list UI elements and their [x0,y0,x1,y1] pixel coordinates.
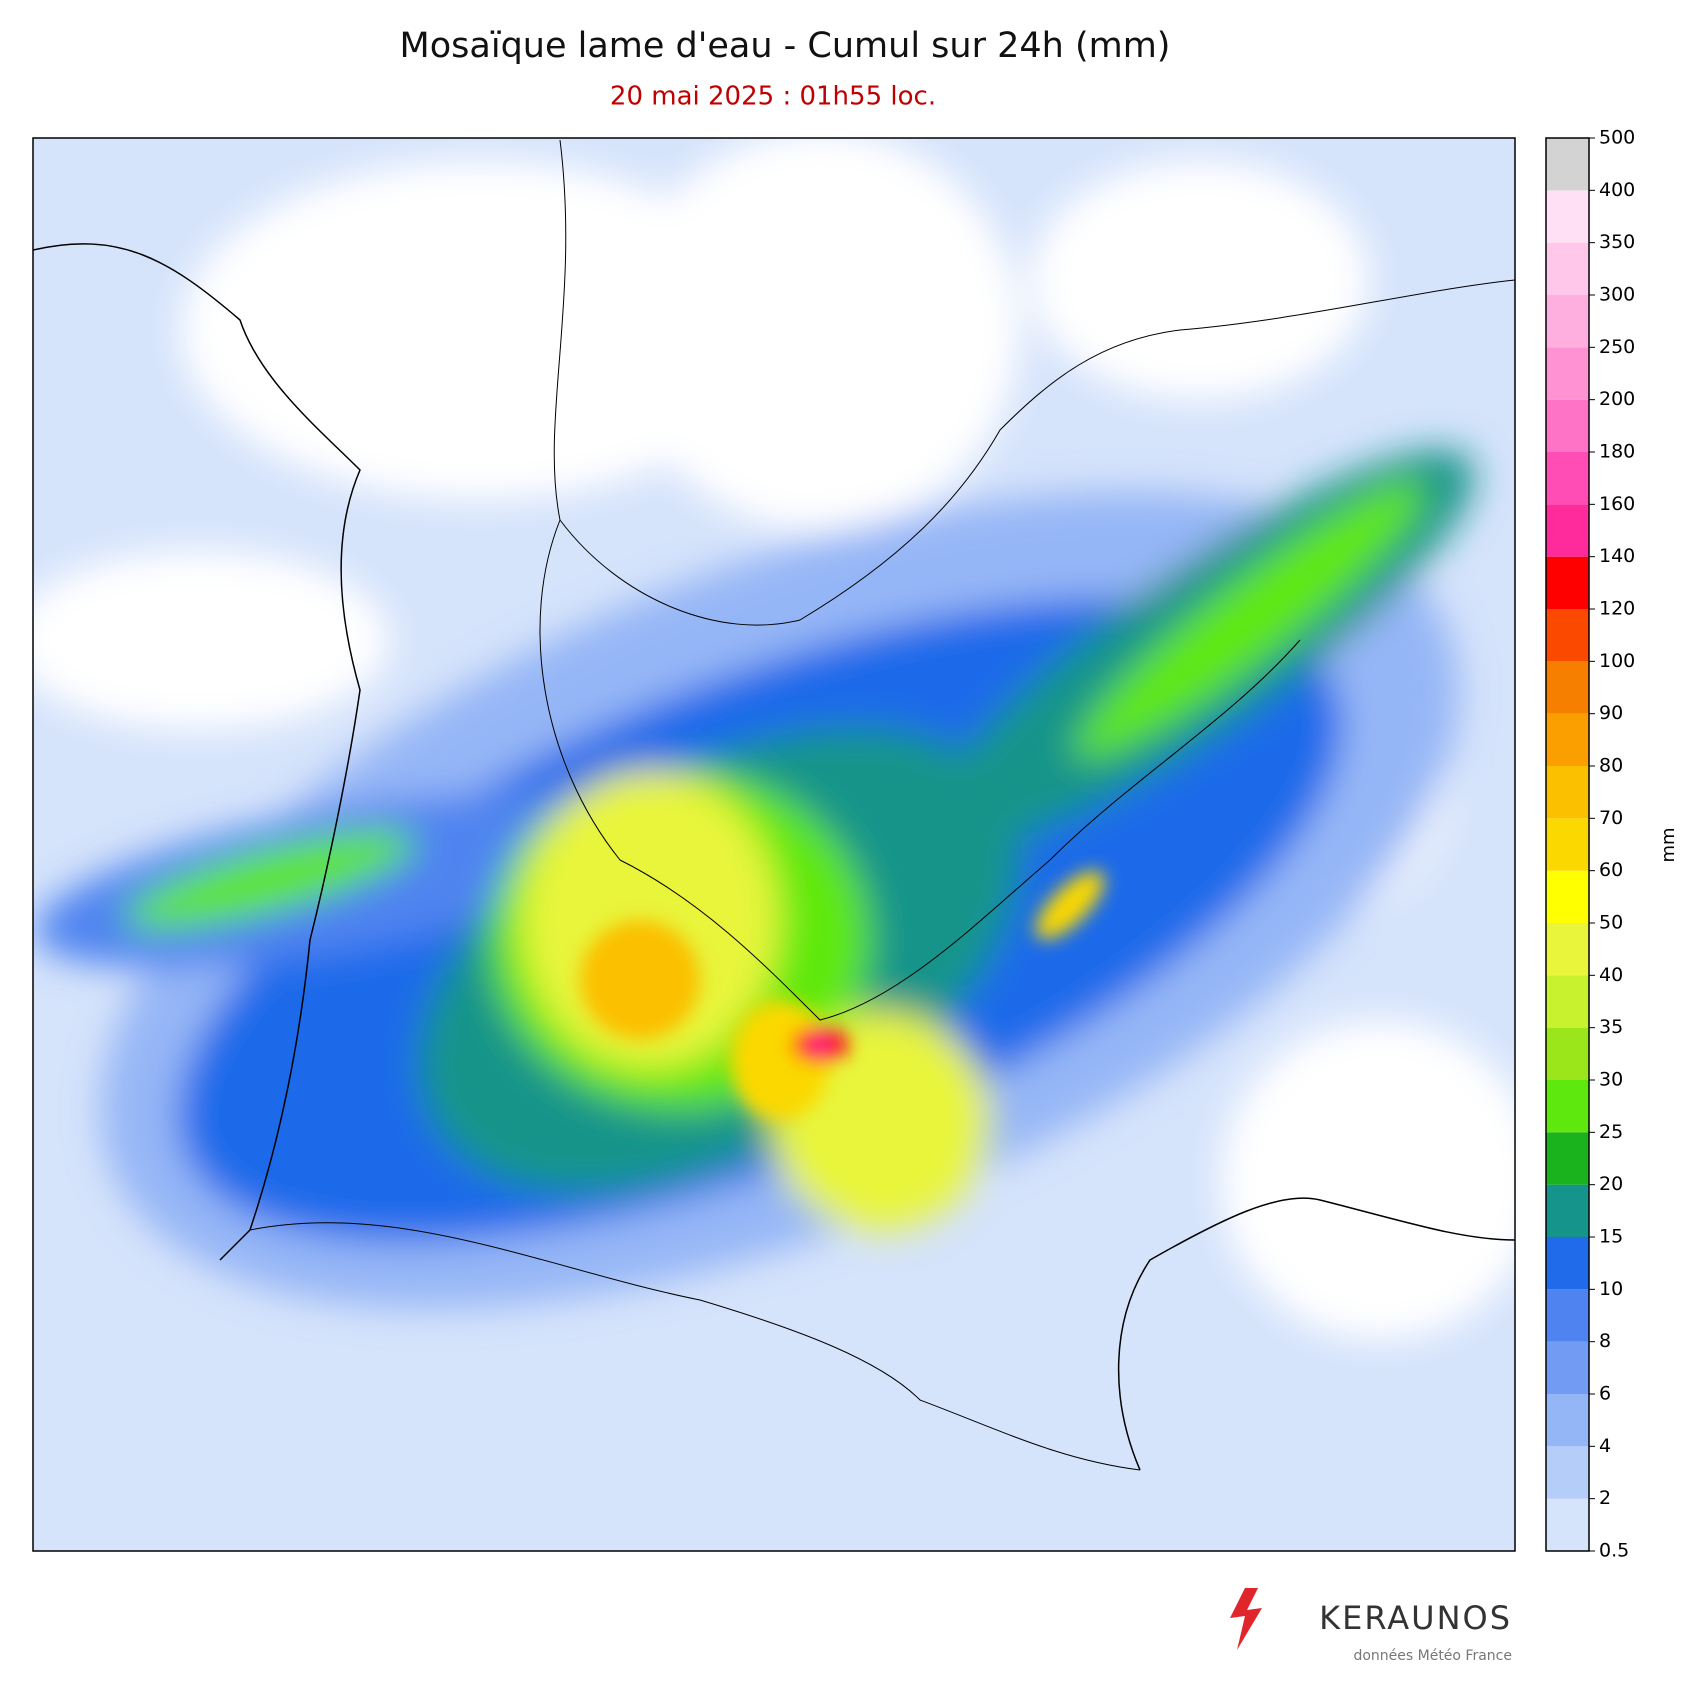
radar-map [33,138,1515,1551]
colorbar-tick-label: 400 [1599,179,1635,201]
colorbar-swatch [1546,138,1589,191]
colorbar-swatch [1546,1446,1589,1499]
colorbar-swatch [1546,1237,1589,1290]
credit: données Météo France [1353,1648,1512,1664]
colorbar-tick-label: 30 [1599,1069,1623,1091]
colorbar-tick-label: 100 [1599,650,1635,672]
colorbar-tick-label: 20 [1599,1173,1623,1195]
colorbar-swatch [1546,1341,1589,1394]
colorbar-tick-label: 90 [1599,702,1623,724]
colorbar-tick-label: 6 [1599,1383,1611,1405]
colorbar-tick-label: 160 [1599,493,1635,515]
colorbar-swatch [1546,1498,1589,1551]
colorbar-tick-label: 15 [1599,1226,1623,1248]
colorbar-tick-label: 35 [1599,1016,1623,1038]
colorbar-swatch [1546,609,1589,662]
title: Mosaïque lame d'eau - Cumul sur 24h (mm) [400,26,1171,66]
colorbar-tick-label: 140 [1599,545,1635,567]
colorbar-swatch [1546,766,1589,819]
brand-name: KERAUNOS [1319,1599,1512,1637]
colorbar-swatch [1546,295,1589,348]
colorbar-tick-label: 40 [1599,964,1623,986]
colorbar-swatch [1546,1132,1589,1185]
colorbar-swatch [1546,504,1589,557]
colorbar-swatch [1546,870,1589,923]
colorbar-swatch [1546,556,1589,609]
subtitle: 20 mai 2025 : 01h55 loc. [610,82,936,112]
colorbar-tick-label: 200 [1599,388,1635,410]
colorbar-tick-label: 2 [1599,1487,1611,1509]
colorbar-tick-label: 0.5 [1599,1540,1629,1562]
colorbar: 0.5 2 4 6 8 10 15 20 25 30 35 40 50 60 70 80 90 100 120 140… [1545,127,1635,1562]
colorbar-swatch [1546,975,1589,1028]
colorbar-tick-label: 70 [1599,807,1623,829]
colorbar-swatch [1546,713,1589,766]
colorbar-swatch [1546,818,1589,871]
colorbar-swatch [1546,1289,1589,1342]
colorbar-tick-label: 250 [1599,336,1635,358]
colorbar-tick-label: 350 [1599,231,1635,253]
colorbar-tick-label: 50 [1599,912,1623,934]
colorbar-tick-label: 500 [1599,127,1635,149]
colorbar-swatch [1546,190,1589,243]
map-frame [32,137,1516,1552]
colorbar-tick-label: 4 [1599,1435,1611,1457]
colorbar-swatch [1546,1027,1589,1080]
colorbar-swatch [1546,1080,1589,1133]
brand-logo [1230,1588,1262,1650]
colorbar-swatch [1546,452,1589,505]
colorbar-tick-label: 8 [1599,1330,1611,1352]
colorbar-swatch [1546,1394,1589,1447]
colorbar-swatch [1546,1184,1589,1237]
colorbar-tick-label: 300 [1599,284,1635,306]
colorbar-swatch [1546,242,1589,295]
colorbar-frame [1545,137,1590,1552]
colorbar-tick-label: 120 [1599,598,1635,620]
colorbar-swatch [1546,399,1589,452]
colorbar-swatch [1546,347,1589,400]
colorbar-label: mm [1658,827,1679,862]
colorbar-tick-label: 80 [1599,755,1623,777]
colorbar-swatch [1546,923,1589,976]
colorbar-tick-label: 25 [1599,1121,1623,1143]
colorbar-tick-label: 10 [1599,1278,1623,1300]
colorbar-swatch [1546,661,1589,714]
colorbar-tick-label: 60 [1599,859,1623,881]
colorbar-tick-label: 180 [1599,441,1635,463]
